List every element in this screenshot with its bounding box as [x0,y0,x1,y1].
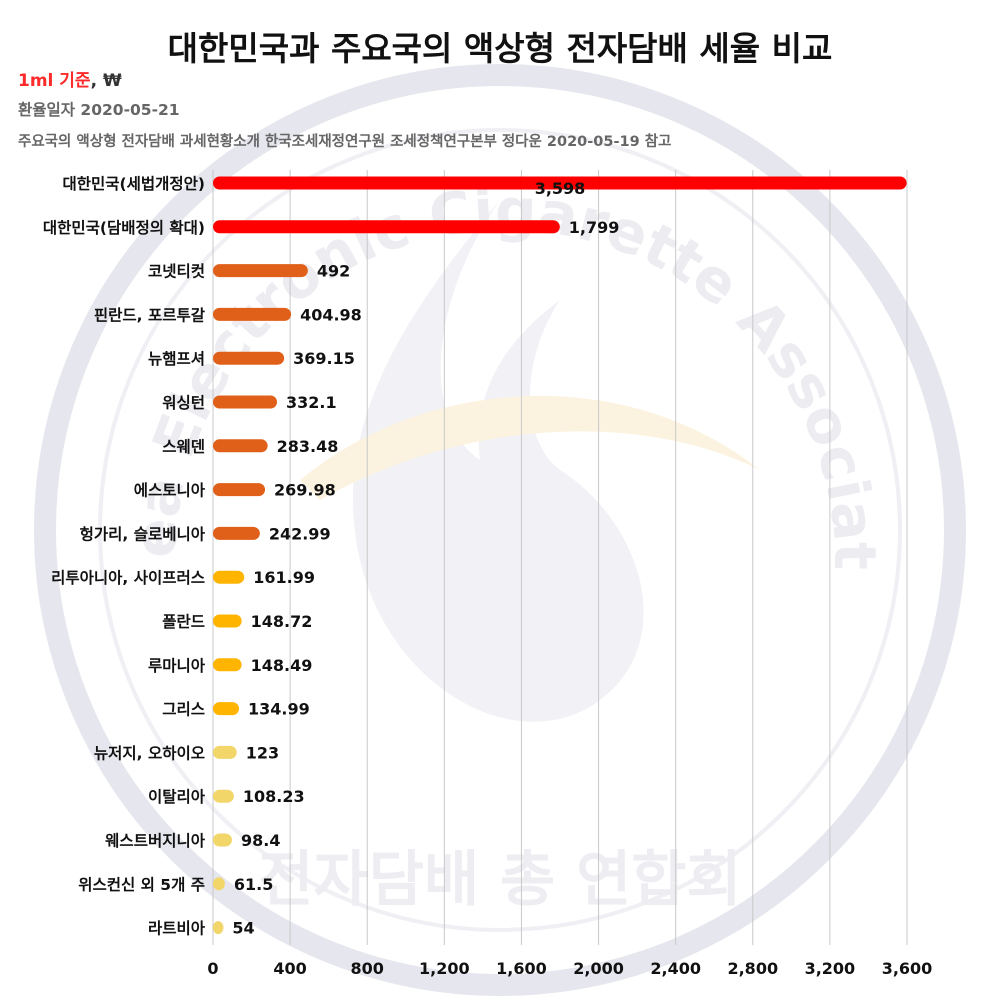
bar [213,220,560,234]
x-tick-label: 3,200 [805,959,856,978]
chart-title: 대한민국과 주요국의 액상형 전자담배 세율 비교 [167,29,833,68]
category-label: 위스컨신 외 5개 주 [78,875,205,894]
category-label: 그리스 [162,701,205,719]
bar [213,526,260,540]
value-label: 3,598 [535,179,586,198]
watermark-inner-ring [98,128,902,932]
category-label: 폴란드 [162,613,205,631]
bars: 대한민국(세법개정안) 3,598 대한민국(담배정의 확대) 1,799 코넷티컷 49… [43,174,907,938]
bar [213,789,234,803]
bar [213,658,242,672]
bar [213,877,225,891]
value-label: 242.99 [269,524,331,543]
unit-note: 1ml 기준, ₩ [18,66,122,91]
x-tick-label: 400 [273,959,306,978]
bar [213,264,308,278]
value-label: 269.98 [274,481,336,500]
bar [213,745,237,759]
bar [213,439,268,453]
unit-basis: 1ml 기준 [18,71,91,91]
value-label: 1,799 [569,218,620,237]
watermark-outer-ring [34,64,966,996]
exchange-date: 환율일자 2020-05-21 [18,101,180,119]
x-tick-label: 2,800 [727,959,778,978]
bar [213,483,266,497]
category-label: 에스토니아 [134,482,206,500]
bar [213,614,242,628]
x-tick-label: 3,600 [882,959,933,978]
value-label: 369.15 [293,349,355,368]
category-label: 헝가리, 슬로베니아 [80,524,206,543]
value-label: 148.49 [251,656,313,675]
value-label: 332.1 [286,393,337,412]
bar [213,702,240,716]
category-label: 대한민국(담배정의 확대) [43,218,205,237]
value-label: 161.99 [253,568,315,587]
source-note: 주요국의 액상형 전자담배 과세현황소개 한국조세재정연구원 조세정책연구본부 … [18,134,672,150]
value-label: 54 [232,919,254,938]
x-tick-label: 0 [207,959,218,978]
x-axis: 0 400 800 1,200 1,600 2,000 2,400 2,800 3,200 3,6… [207,959,932,978]
bar [213,921,224,935]
category-label: 뉴햄프셔 [148,350,205,368]
x-tick-label: 1,600 [496,959,547,978]
x-tick-label: 1,200 [419,959,470,978]
grid-lines [212,170,908,945]
bar [213,395,278,409]
watermark-bottom-text: 전자담배 총 연합회 [258,845,741,915]
category-label: 뉴저지, 오하이오 [94,744,205,762]
bar [213,176,907,190]
category-label: 웨스트버지니아 [105,831,206,850]
chart-header: 대한민국과 주요국의 액상형 전자담배 세율 비교 1ml 기준, ₩ 환율일자… [0,0,1000,160]
value-label: 492 [317,262,350,281]
category-label: 워싱턴 [162,394,205,412]
category-label: 대한민국(세법개정안) [62,174,205,193]
watermark-flame-icon [352,200,644,722]
watermark-swoosh-icon [300,395,760,500]
category-label: 리투아니아, 사이프러스 [51,569,205,587]
bar [213,351,285,365]
value-label: 148.72 [251,612,313,631]
category-label: 라트비아 [148,920,206,938]
unit-separator: , [90,71,103,91]
bar [213,307,292,321]
x-tick-label: 2,000 [573,959,624,978]
category-label: 루마니아 [148,657,206,675]
category-label: 이탈리아 [148,788,206,806]
value-label: 123 [246,743,279,762]
x-tick-label: 2,400 [650,959,701,978]
value-label: 283.48 [277,437,339,456]
value-label: 404.98 [300,305,362,324]
bar [213,570,245,584]
value-label: 98.4 [241,831,280,850]
value-label: 134.99 [248,700,310,719]
x-tick-label: 800 [351,959,384,978]
category-label: 스웨덴 [162,437,205,456]
category-label: 코넷티컷 [148,263,205,281]
unit-currency: ₩ [102,71,122,91]
bar [213,833,232,847]
value-label: 61.5 [234,875,273,894]
category-label: 핀란드, 포르투갈 [94,306,206,324]
value-label: 108.23 [243,787,305,806]
